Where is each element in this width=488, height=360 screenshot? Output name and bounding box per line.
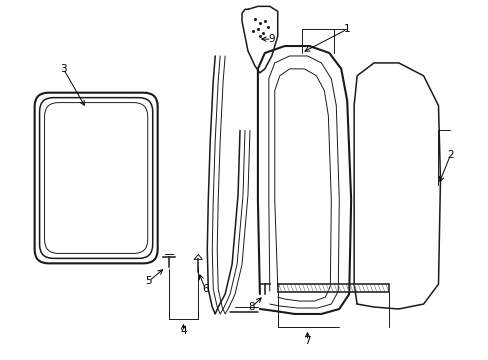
Text: 7: 7: [304, 336, 310, 346]
Text: 3: 3: [60, 64, 66, 74]
Text: 9: 9: [268, 34, 275, 44]
Text: 4: 4: [180, 326, 186, 336]
Text: 6: 6: [202, 284, 208, 294]
Text: 8: 8: [248, 302, 255, 312]
Text: 2: 2: [446, 150, 453, 160]
Text: 5: 5: [145, 276, 152, 286]
Text: 1: 1: [343, 24, 350, 34]
